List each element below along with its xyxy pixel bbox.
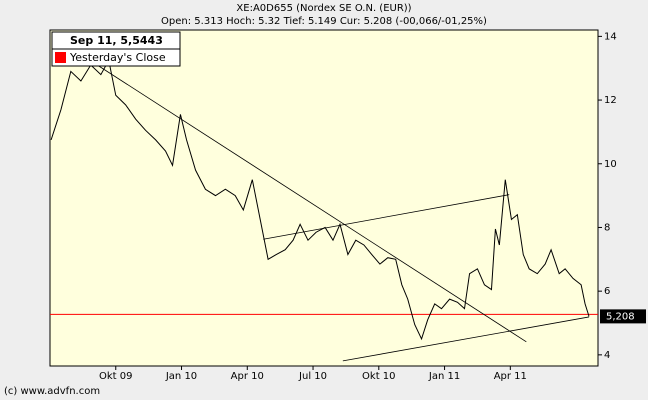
y-tick-label: 10 bbox=[604, 159, 617, 170]
y-tick-label: 4 bbox=[604, 350, 610, 361]
x-tick-label: Jul 10 bbox=[298, 371, 327, 382]
x-tick-label: Okt 10 bbox=[362, 371, 396, 382]
trend-line bbox=[342, 316, 590, 362]
current-label-box bbox=[600, 309, 646, 324]
x-tick-label: Okt 09 bbox=[99, 371, 133, 382]
legend-title: Sep 11, 5,5443 bbox=[70, 34, 163, 47]
chart-subtitle: Open: 5.313 Hoch: 5.32 Tief: 5.149 Cur: … bbox=[161, 16, 487, 27]
chart-title: XE:A0D655 (Nordex SE O.N. (EUR)) bbox=[236, 3, 411, 14]
x-tick-label: Apr 10 bbox=[231, 371, 264, 382]
y-tick-label: 14 bbox=[604, 31, 617, 42]
trend-line bbox=[97, 65, 527, 343]
price-line bbox=[50, 58, 590, 341]
x-tick-label: Jan 11 bbox=[428, 371, 460, 382]
x-tick-label: Apr 11 bbox=[494, 371, 527, 382]
legend-swatch bbox=[55, 52, 66, 63]
plot-area bbox=[49, 29, 599, 367]
current-label: 5,208 bbox=[606, 311, 635, 322]
y-tick-label: 12 bbox=[604, 95, 617, 106]
y-tick-label: 6 bbox=[604, 286, 610, 297]
x-tick-label: Jan 10 bbox=[165, 371, 197, 382]
footer: (c) www.advfn.com bbox=[4, 386, 100, 397]
y-tick-label: 8 bbox=[604, 222, 610, 233]
legend-label: Yesterday's Close bbox=[69, 51, 166, 64]
